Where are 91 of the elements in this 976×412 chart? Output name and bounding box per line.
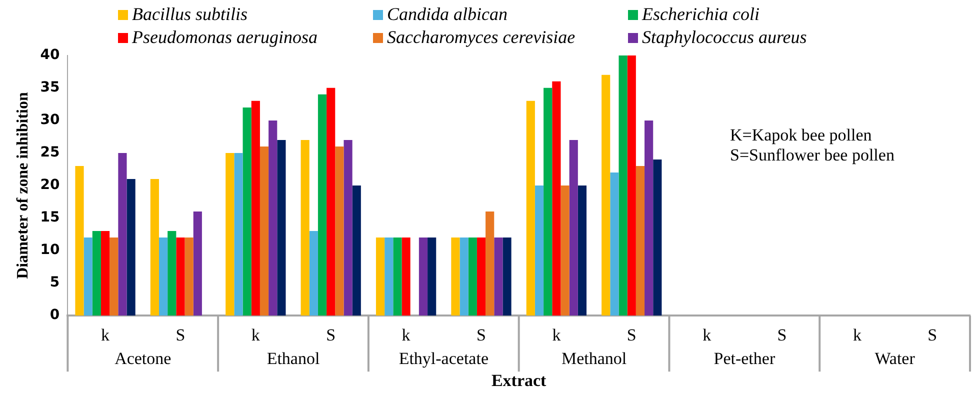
bar (451, 238, 460, 316)
bar (460, 238, 468, 316)
text: Ethyl-acetate (398, 349, 488, 368)
bar (118, 152, 127, 316)
legend-label: Bacillus subtilis (132, 4, 248, 25)
bar (618, 55, 628, 316)
legend-label: Staphylococcus aureus (642, 27, 807, 48)
bar (226, 152, 234, 316)
x-tick-label: k (402, 325, 411, 344)
x-tick-label: k (101, 325, 110, 344)
x-tick-label: S (476, 325, 486, 344)
bar (150, 178, 159, 316)
y-axis-title: Diameter of zone inhibition (14, 92, 32, 279)
bar (384, 238, 394, 316)
bar (277, 140, 286, 316)
bar (544, 88, 552, 316)
y-tick-label: 20 (40, 177, 60, 194)
x-tick-label: S (176, 325, 186, 344)
x-axis-title: Extract (491, 370, 547, 390)
bar (326, 88, 336, 316)
bar (494, 238, 503, 316)
x-tick-label: k (852, 325, 862, 344)
bar (126, 178, 136, 316)
bar (344, 140, 352, 316)
bar (300, 140, 310, 316)
bar (176, 238, 185, 316)
bar (260, 146, 269, 316)
x-tick-label: S (626, 325, 636, 344)
legend-label: Pseudomonas aeruginosa (132, 27, 318, 48)
y-tick-label: 30 (40, 112, 60, 128)
y-tick-label: 15 (40, 210, 60, 226)
y-tick-label: 5 (50, 274, 60, 291)
bar (610, 172, 619, 316)
x-tick-label: k (251, 325, 260, 344)
bar (526, 100, 535, 316)
x-tick-label: S (326, 325, 336, 344)
bar (309, 231, 318, 316)
y-tick-label: 0 (50, 307, 60, 324)
text: Water (874, 349, 916, 368)
bar (75, 166, 84, 316)
bar (486, 212, 494, 316)
bar (268, 120, 278, 316)
y-tick-label: 35 (40, 80, 60, 96)
text: Pet-ether (714, 349, 776, 368)
bar (534, 186, 544, 316)
text: Methanol (561, 349, 627, 368)
bar (251, 100, 260, 316)
bar (318, 94, 327, 316)
bar (234, 152, 243, 316)
bar (110, 238, 118, 316)
y-tick-label: 10 (40, 242, 60, 258)
bar (335, 146, 344, 316)
annotation: S=Sunflower bee pollen (730, 145, 895, 164)
bar (84, 238, 92, 316)
bar (636, 166, 645, 316)
legend-label: Saccharomyces cerevisiae (387, 27, 576, 48)
x-tick-label: k (552, 325, 562, 344)
text: Acetone (114, 349, 172, 368)
bar (158, 238, 168, 316)
bar (92, 231, 101, 316)
bar (627, 55, 636, 316)
y-tick-label: 25 (40, 144, 60, 161)
legend-label: Candida albican (387, 4, 508, 25)
bar (402, 238, 410, 316)
legend-label: Escherichia coli (642, 4, 760, 25)
bar (193, 212, 202, 316)
bar (100, 231, 110, 316)
bar (376, 238, 385, 316)
bar (352, 186, 361, 316)
bar (168, 231, 176, 316)
bar (242, 107, 252, 316)
x-tick-label: S (777, 325, 787, 344)
bar (560, 186, 570, 316)
bar (569, 140, 578, 316)
bar (552, 81, 561, 316)
bar (418, 238, 428, 316)
bar (393, 238, 402, 316)
bar (578, 186, 587, 316)
bar (644, 120, 654, 316)
bar (428, 238, 436, 316)
bar (476, 238, 486, 316)
annotation: K=Kapok bee pollen (730, 125, 872, 144)
bar (502, 238, 512, 316)
text: Ethanol (266, 349, 320, 368)
bar (602, 74, 610, 316)
x-tick-label: S (928, 325, 938, 344)
bar (653, 159, 662, 316)
bar (468, 238, 477, 316)
bar (184, 238, 194, 316)
y-tick-label: 40 (40, 47, 60, 64)
x-tick-label: k (702, 325, 712, 344)
